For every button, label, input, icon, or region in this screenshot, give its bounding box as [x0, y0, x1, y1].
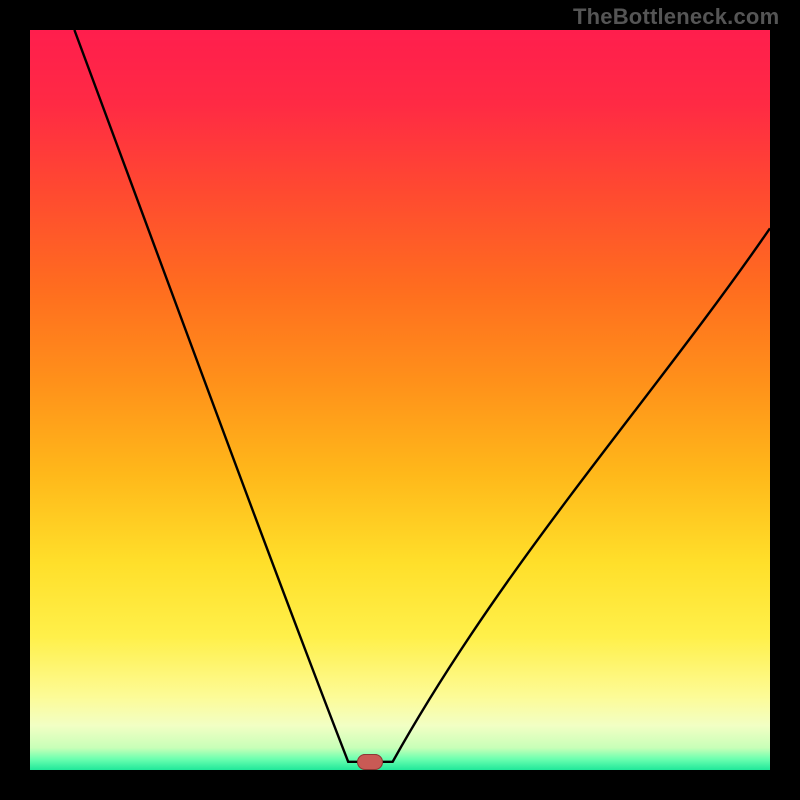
plot-area [30, 30, 770, 770]
watermark-label: TheBottleneck.com [573, 4, 779, 30]
optimal-point-marker [357, 754, 383, 770]
outer-frame: TheBottleneck.com [0, 0, 800, 800]
gradient-background [30, 30, 770, 770]
